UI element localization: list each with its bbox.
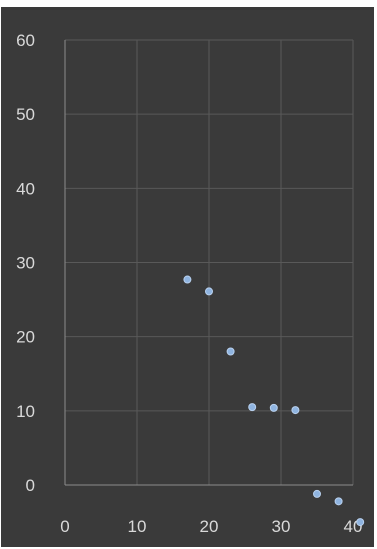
x-tick-label: 30	[272, 517, 291, 536]
axes	[64, 40, 353, 486]
x-tick-label: 10	[128, 517, 147, 536]
chart-area: 0 10 20 30 40 50 60 0 10 20 30 40	[1, 7, 374, 547]
data-point	[205, 287, 213, 296]
data-point	[356, 518, 365, 527]
data-points	[183, 275, 365, 527]
data-point	[183, 275, 192, 284]
y-tick-label: 60	[16, 31, 35, 50]
y-tick-label: 0	[26, 476, 35, 495]
data-point	[334, 497, 343, 506]
data-point	[269, 403, 278, 412]
y-tick-label: 10	[16, 402, 35, 421]
x-tick-label: 0	[60, 517, 69, 536]
y-tick-label: 20	[16, 328, 35, 347]
y-tick-label: 40	[16, 179, 35, 198]
data-point	[313, 489, 321, 498]
y-tick-label: 30	[16, 254, 35, 273]
data-point	[226, 347, 235, 356]
data-point	[248, 403, 257, 412]
data-point	[291, 406, 300, 415]
x-tick-label: 20	[200, 517, 219, 536]
y-tick-label: 50	[16, 105, 35, 124]
gridlines	[65, 39, 354, 485]
